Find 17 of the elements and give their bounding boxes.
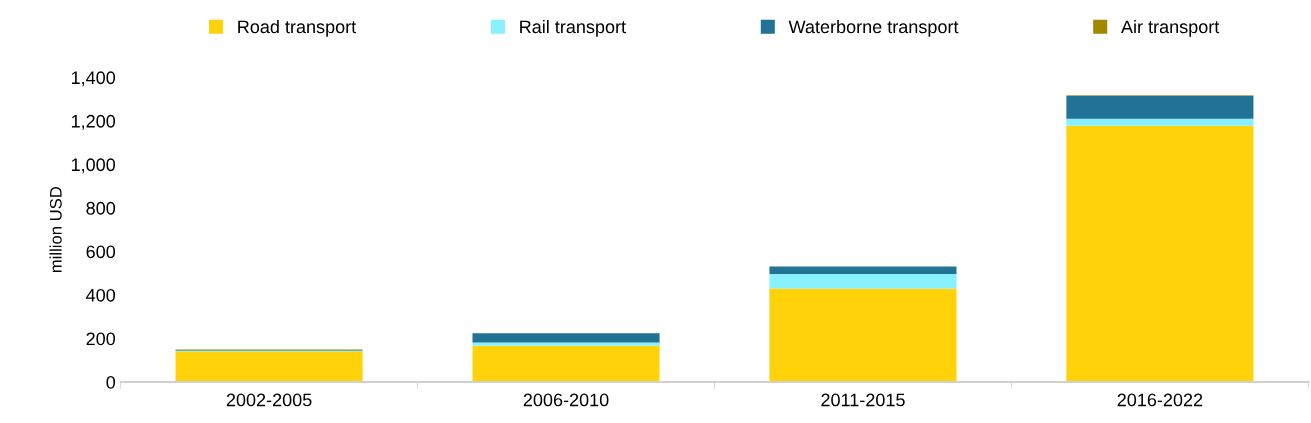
y-axis-title: million USD bbox=[49, 186, 62, 273]
y-tick-label: 1,000 bbox=[71, 158, 116, 174]
y-tick-label: 1,200 bbox=[71, 114, 116, 130]
legend-label: Road transport bbox=[238, 19, 357, 37]
y-tick-label: 200 bbox=[86, 332, 116, 346]
legend-label: Air transport bbox=[1121, 19, 1220, 37]
x-tick-label: 2011-2015 bbox=[821, 393, 905, 407]
y-tick-label: 0 bbox=[106, 375, 116, 389]
y-tick-label: 800 bbox=[86, 201, 116, 215]
y-tick-label: 600 bbox=[86, 245, 116, 259]
x-tick-label: 2006-2010 bbox=[523, 393, 609, 407]
x-tick-label: 2016-2022 bbox=[1117, 393, 1203, 407]
y-tick-label: 1,400 bbox=[71, 71, 116, 87]
y-tick-label: 400 bbox=[86, 288, 116, 302]
x-tick-label: 2002-2005 bbox=[226, 393, 312, 407]
legend-label: Waterborne transport bbox=[788, 19, 959, 37]
legend-label: Rail transport bbox=[520, 19, 626, 37]
